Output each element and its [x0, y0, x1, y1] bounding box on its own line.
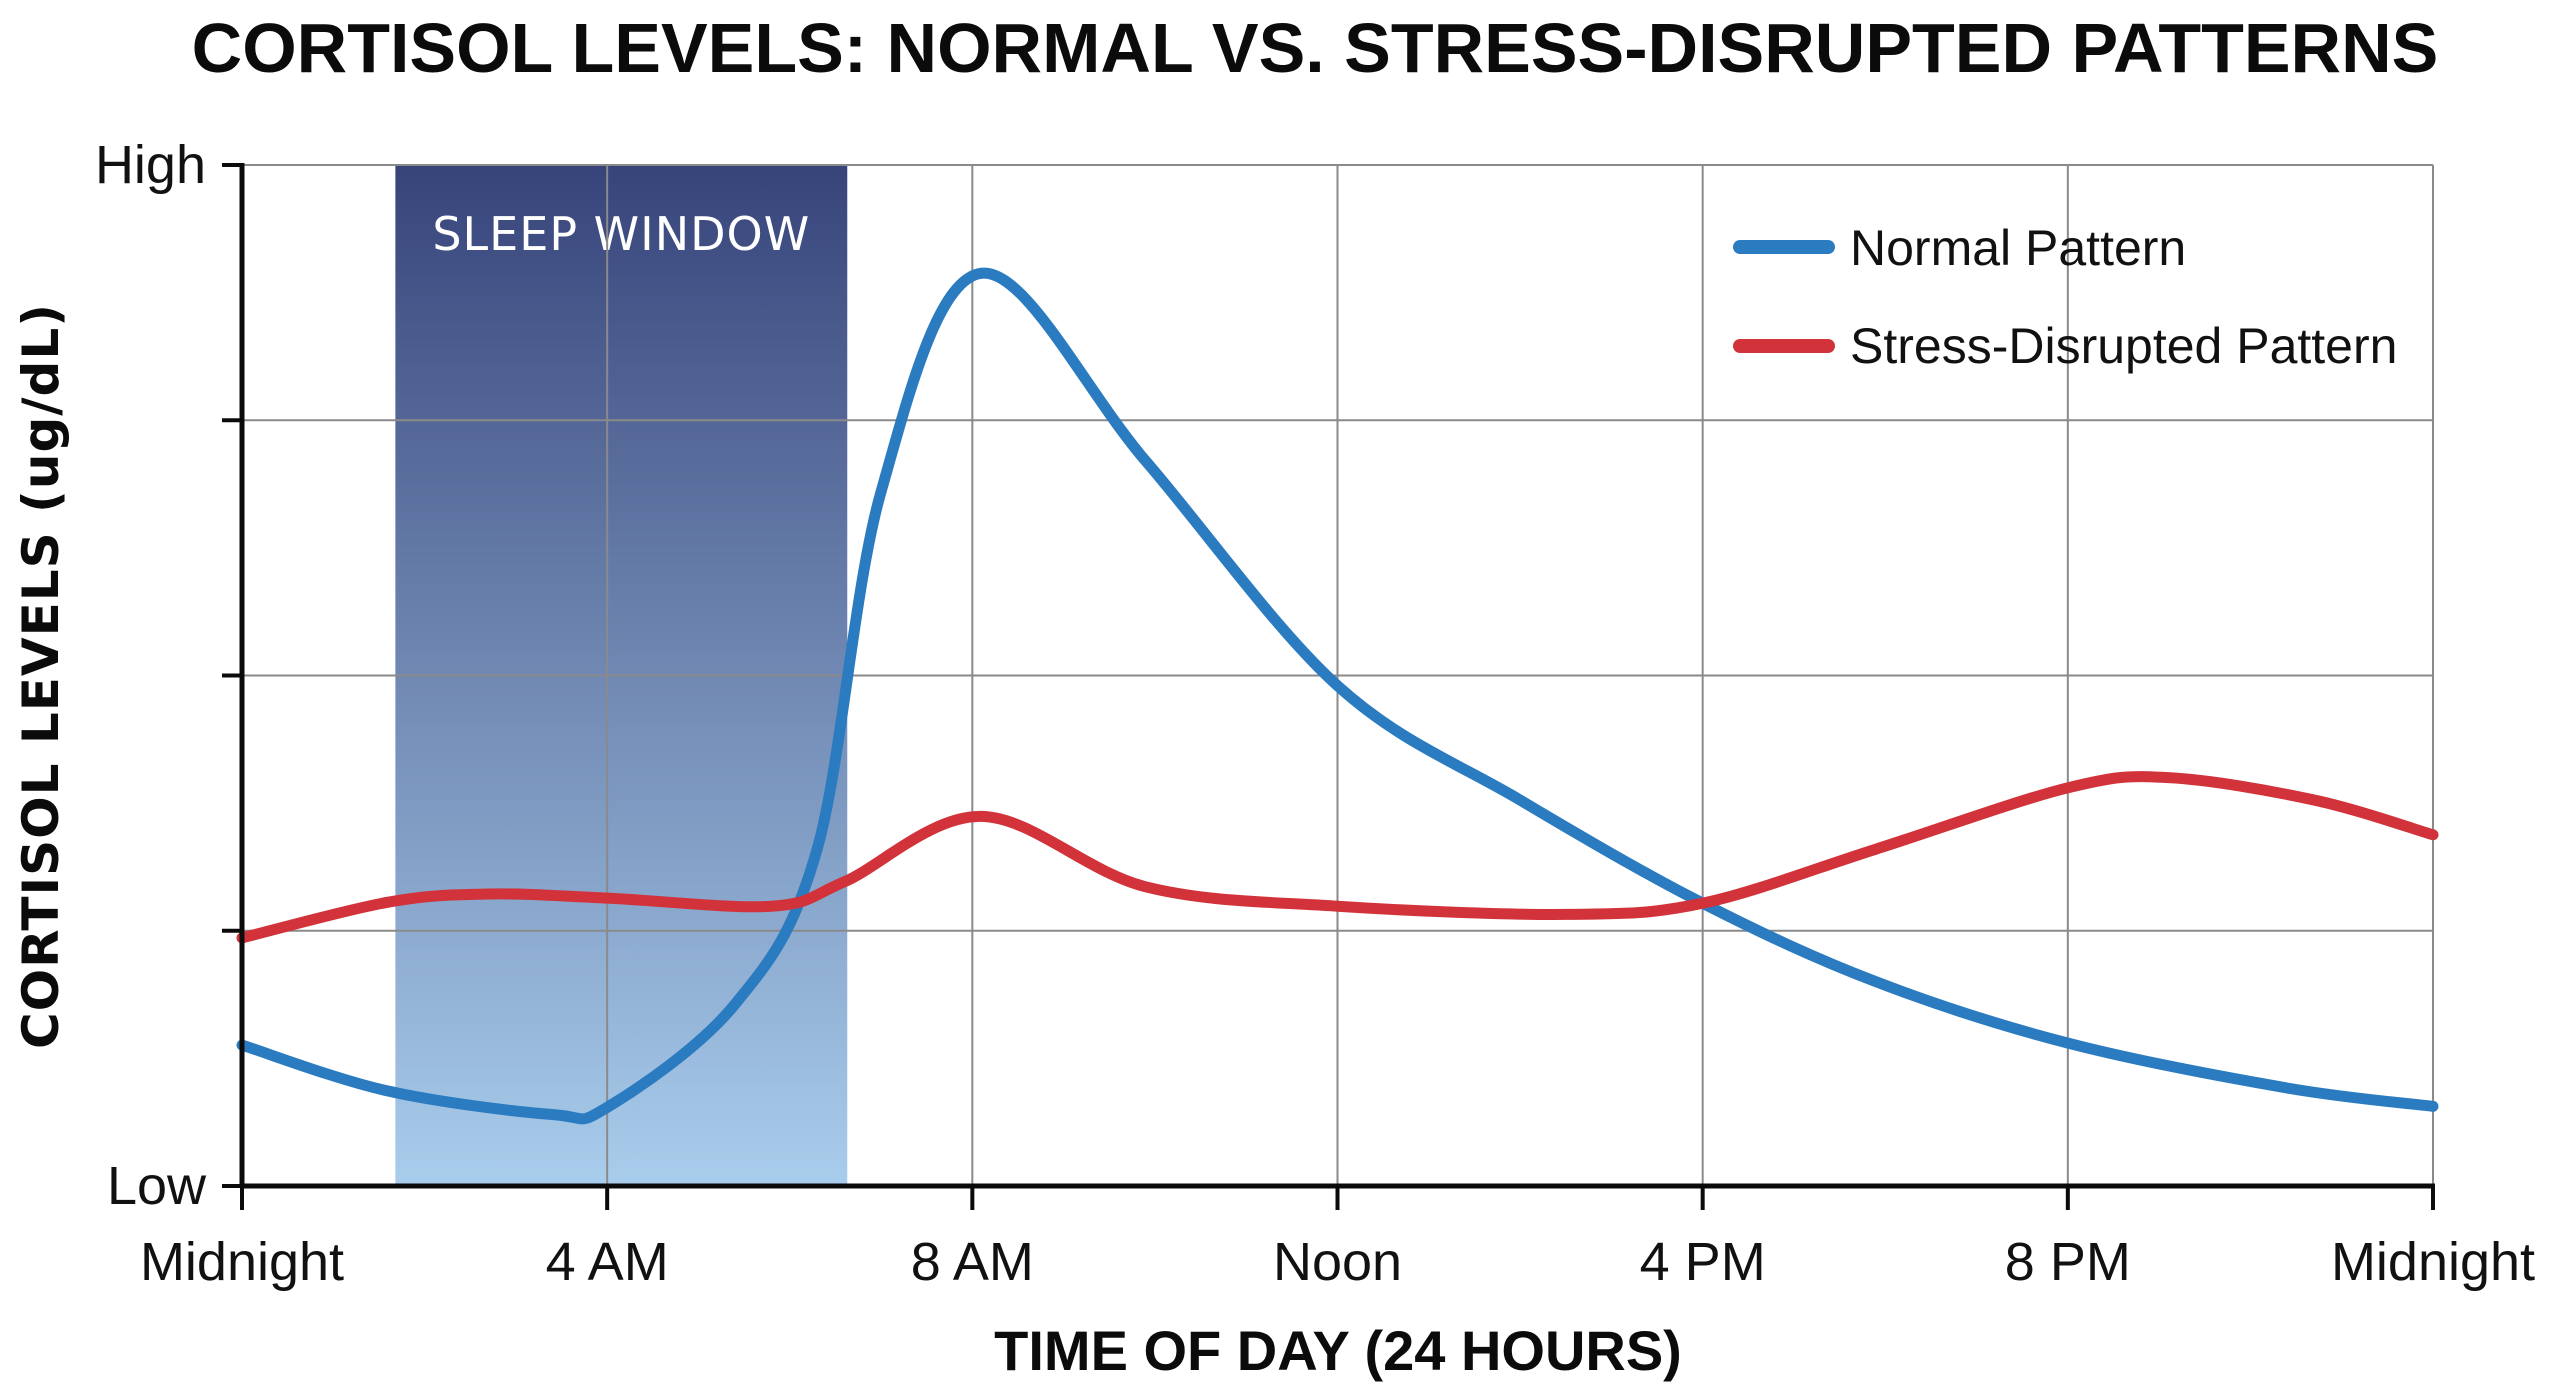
y-tick-labels: Low High	[95, 135, 207, 1216]
x-tick-label: 8 PM	[2005, 1232, 2131, 1292]
grid-lines	[242, 164, 2434, 1186]
x-tick-label: 4 PM	[1640, 1232, 1766, 1292]
x-tick-label: Midnight	[2331, 1232, 2535, 1292]
y-tick-label: High	[95, 135, 206, 195]
y-tick-label: Low	[107, 1156, 207, 1216]
legend-label-stress: Stress-Disrupted Pattern	[1850, 318, 2397, 374]
legend-item-normal: Normal Pattern	[1733, 220, 2186, 276]
legend-label-normal: Normal Pattern	[1850, 220, 2186, 276]
sleep-window-label: SLEEP WINDOW	[432, 207, 810, 261]
x-tick-labels: Midnight 4 AM 8 AM Noon 4 PM 8 PM Midnight	[140, 1232, 2535, 1292]
x-axis-label: TIME OF DAY (24 HOURS)	[994, 1319, 1682, 1382]
x-tick-label: Midnight	[140, 1232, 344, 1292]
data-series	[236, 267, 2439, 1125]
stress-pattern-line	[236, 771, 2439, 944]
x-tick-label: 4 AM	[546, 1232, 669, 1292]
legend-item-stress: Stress-Disrupted Pattern	[1733, 318, 2397, 374]
axes	[222, 163, 2435, 1210]
legend: Normal Pattern Stress-Disrupted Pattern	[1733, 220, 2397, 374]
chart-title: CORTISOL LEVELS: NORMAL VS. STRESS-DISRU…	[192, 9, 2439, 87]
normal-pattern-line	[236, 267, 2439, 1125]
y-axis-label: CORTISOL LEVELS (ug/dL)	[12, 303, 70, 1049]
x-tick-label: Noon	[1273, 1232, 1402, 1292]
x-tick-label: 8 AM	[911, 1232, 1034, 1292]
